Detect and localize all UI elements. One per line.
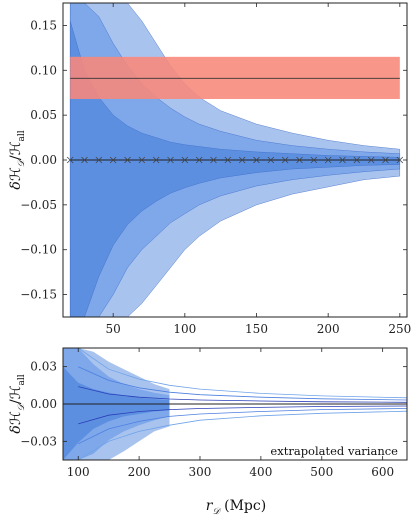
- top-y-tick-label: 0.15: [30, 18, 57, 32]
- mean-marker: [238, 156, 246, 164]
- mean-marker: [339, 156, 346, 164]
- mean-marker: [296, 156, 303, 164]
- top-y-tick-label: −0.10: [20, 243, 57, 257]
- top-y-tick-label: −0.05: [20, 198, 57, 212]
- bottom-y-tick-label: 0.03: [30, 360, 57, 374]
- top-x-tick-label: 250: [388, 322, 411, 336]
- bottom-y-tick-label: 0.00: [30, 397, 57, 411]
- mean-marker: [396, 156, 404, 164]
- extrapolated-middle-lower-line: [78, 408, 407, 445]
- extrapolated-middle-upper-line: [78, 366, 407, 401]
- mean-marker: [195, 156, 203, 164]
- bottom-inner-band: [63, 366, 170, 460]
- mean-marker: [382, 156, 389, 164]
- mean-marker: [210, 156, 217, 164]
- annotation-extrapolated-variance: extrapolated variance: [270, 444, 398, 458]
- extrapolated-inner-lower-line: [78, 405, 407, 425]
- top-plot-area: [66, 3, 404, 317]
- top-y-tick-label: 0.00: [30, 153, 57, 167]
- mean-marker: [281, 156, 289, 164]
- mean-marker: [181, 156, 189, 164]
- bottom-x-tick-label: 200: [128, 465, 151, 479]
- mean-marker: [124, 156, 131, 164]
- mean-marker: [95, 156, 103, 164]
- top-chart-panel: 50 100 150 200 250 0.15 0.10 0.05 0.00 −0.05 −0.10…: [8, 2, 411, 336]
- extrapolated-inner-upper-line: [78, 386, 407, 403]
- top-y-tick-label: 0.10: [30, 63, 57, 77]
- mean-marker: [310, 156, 318, 164]
- mean-marker: [367, 156, 375, 164]
- top-x-tick-label: 150: [245, 322, 268, 336]
- bottom-tick-group: 100 200 300 400 500 600 0.03 0.00 −0.03: [20, 348, 407, 479]
- top-tick-group: 50 100 150 200 250 0.15 0.10 0.05 0.00 −0.05 −0.10…: [20, 3, 411, 336]
- top-inner-band: [70, 20, 400, 317]
- mean-marker: [138, 156, 146, 164]
- mean-marker: [324, 156, 332, 164]
- mean-marker: [66, 156, 74, 164]
- bottom-chart-panel: 100 200 300 400 500 600 0.03 0.00 −0.03 extrapol…: [8, 347, 408, 517]
- mean-marker: [253, 156, 260, 164]
- top-y-axis-label: δℋ𝒟/ℋall: [8, 130, 27, 189]
- bottom-x-tick-label: 400: [249, 465, 272, 479]
- bottom-x-tick-label: 500: [310, 465, 333, 479]
- bottom-y-tick-label: −0.03: [20, 434, 57, 448]
- top-x-tick-label: 200: [317, 322, 340, 336]
- top-y-tick-label: 0.05: [30, 108, 57, 122]
- top-x-tick-label: 50: [106, 322, 121, 336]
- mean-marker: [81, 156, 88, 164]
- mean-marker: [353, 156, 361, 164]
- mean-marker: [152, 156, 160, 164]
- extrapolated-outer-upper-line: [77, 348, 407, 399]
- mean-marker: [167, 156, 174, 164]
- bottom-plot-area: [63, 348, 407, 460]
- mean-marker: [109, 156, 117, 164]
- top-x-tick-label: 100: [173, 322, 196, 336]
- mean-marker: [224, 156, 232, 164]
- x-axis-label: r𝒟 (Mpc): [206, 498, 266, 517]
- bottom-y-axis-label: δℋ𝒟/ℋall: [8, 374, 27, 433]
- bottom-x-tick-label: 600: [371, 465, 394, 479]
- mean-marker: [267, 156, 275, 164]
- extrapolated-outer-lower-line: [77, 410, 407, 460]
- top-y-tick-label: −0.15: [20, 288, 57, 302]
- bottom-x-tick-label: 300: [189, 465, 212, 479]
- bottom-x-tick-label: 100: [67, 465, 90, 479]
